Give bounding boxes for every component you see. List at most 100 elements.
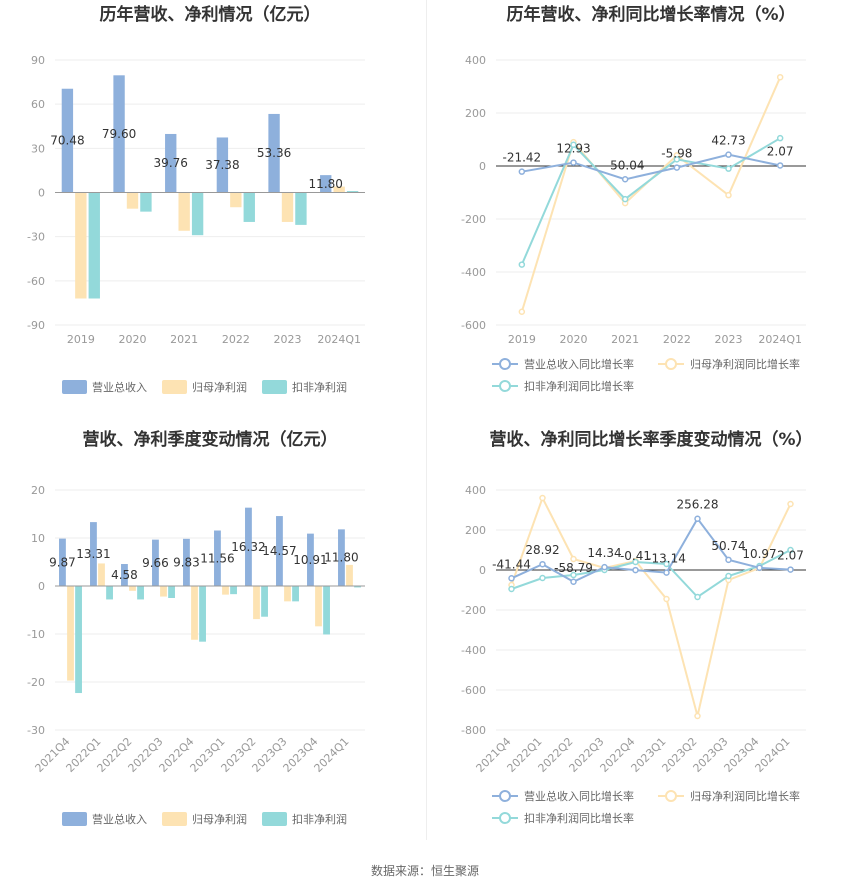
- source-note: 数据来源：恒生聚源: [370, 864, 479, 878]
- data-point: [570, 571, 577, 579]
- data-point: [725, 151, 732, 158]
- data-label: 13.31: [76, 547, 110, 561]
- data-label: 42.73: [711, 134, 745, 148]
- y-tick-label: -600: [461, 319, 486, 332]
- x-tick-label: 2023: [715, 333, 743, 346]
- x-tick-label: 2024Q1: [312, 735, 352, 775]
- bar: [191, 586, 198, 640]
- data-point: [508, 585, 515, 593]
- x-tick-label: 2024Q1: [758, 333, 802, 346]
- data-point: [518, 261, 526, 268]
- y-tick-label: 400: [465, 484, 486, 497]
- legend-marker: [499, 790, 511, 802]
- bar: [121, 564, 128, 586]
- bar: [245, 507, 252, 586]
- data-point: [663, 569, 670, 576]
- data-point: [539, 574, 546, 582]
- data-label: -13.14: [647, 552, 686, 566]
- y-tick-label: -30: [27, 231, 45, 244]
- bar: [281, 192, 294, 222]
- y-tick-label: 0: [38, 580, 45, 593]
- data-point: [725, 572, 732, 580]
- y-tick-label: 10: [31, 532, 45, 545]
- x-tick-label: 2024Q1: [317, 333, 361, 346]
- data-label: 50.74: [711, 539, 745, 553]
- legend-marker: [499, 812, 511, 824]
- data-point: [725, 191, 732, 199]
- data-point: [601, 563, 608, 571]
- data-point: [570, 159, 577, 166]
- x-tick-label: 2020: [119, 333, 147, 346]
- x-tick-label: 2021: [611, 333, 639, 346]
- y-tick-label: 20: [31, 484, 45, 497]
- bar: [214, 530, 221, 586]
- data-point: [570, 555, 577, 563]
- data-point: [787, 500, 794, 508]
- data-point: [632, 566, 639, 574]
- data-label: -58.79: [554, 561, 593, 575]
- data-point: [539, 560, 546, 568]
- legend-label: 扣非净利润同比增长率: [524, 379, 634, 393]
- series-line: [521, 153, 781, 181]
- legend-marker: [499, 380, 511, 392]
- bar: [253, 586, 260, 620]
- data-label: 53.36: [257, 146, 291, 160]
- panel-divider: [426, 0, 427, 840]
- y-tick-label: 30: [31, 142, 45, 155]
- bar: [346, 564, 353, 586]
- legend-label: 营业总收入同比增长率: [524, 357, 634, 371]
- bar: [323, 586, 330, 635]
- bar: [67, 586, 74, 681]
- data-label: 2.07: [767, 144, 794, 158]
- data-point: [570, 141, 577, 149]
- x-tick-label: 2023: [274, 333, 302, 346]
- legend-label: 扣非净利润同比增长率: [524, 811, 634, 825]
- y-tick-label: -30: [27, 724, 45, 737]
- data-label: 256.28: [677, 498, 719, 512]
- bar: [199, 586, 206, 642]
- series-line: [520, 76, 782, 313]
- annual-growth-chart-svg: 历年营收、净利同比增长率情况（%） 400 200 0 -200 -400 -600 -21.…: [461, 4, 806, 393]
- x-tick-label: 2024Q1: [753, 735, 793, 775]
- bar: [183, 538, 190, 586]
- data-point: [694, 515, 701, 522]
- bar: [338, 529, 345, 586]
- bar: [292, 586, 299, 602]
- y-tick-label: 0: [479, 564, 486, 577]
- data-point: [621, 195, 629, 203]
- data-point: [663, 595, 670, 603]
- legend-label: 扣非净利润: [292, 380, 347, 394]
- annual-amount-chart: 历年营收、净利情况（亿元） 90 60 30 0 -30 -60 -90 70.48 79.60 3…: [0, 0, 426, 410]
- bar: [191, 192, 204, 236]
- bar: [284, 586, 291, 602]
- data-point: [725, 165, 732, 172]
- bar: [243, 192, 255, 222]
- data-point: [632, 558, 639, 566]
- data-point: [673, 156, 681, 163]
- bar: [216, 137, 229, 193]
- data-label: 11.80: [309, 177, 343, 191]
- bar: [106, 586, 113, 600]
- bar: [126, 192, 139, 209]
- bar: [315, 586, 322, 627]
- legend-swatch: [262, 812, 287, 826]
- annual-amount-chart-svg: 历年营收、净利情况（亿元） 90 60 30 0 -30 -60 -90 70.48 79.60 3…: [27, 4, 365, 394]
- y-tick-label: 200: [465, 107, 486, 120]
- data-point: [508, 575, 515, 582]
- data-point: [539, 494, 546, 502]
- x-tick-label: 2021: [170, 333, 198, 346]
- data-label: 9.87: [49, 555, 76, 569]
- bar: [346, 191, 359, 193]
- data-label: 10.91: [293, 553, 327, 567]
- data-point: [725, 556, 732, 564]
- series-line: [511, 549, 791, 599]
- data-label: 9.83: [173, 555, 200, 569]
- series-line: [510, 495, 792, 717]
- legend-swatch: [62, 812, 87, 826]
- legend-label: 归母净利润同比增长率: [690, 789, 800, 803]
- data-label: 9.66: [142, 556, 169, 570]
- y-tick-label: -10: [27, 628, 45, 641]
- bar: [261, 586, 268, 617]
- legend-swatch: [162, 812, 187, 826]
- bar: [61, 88, 74, 193]
